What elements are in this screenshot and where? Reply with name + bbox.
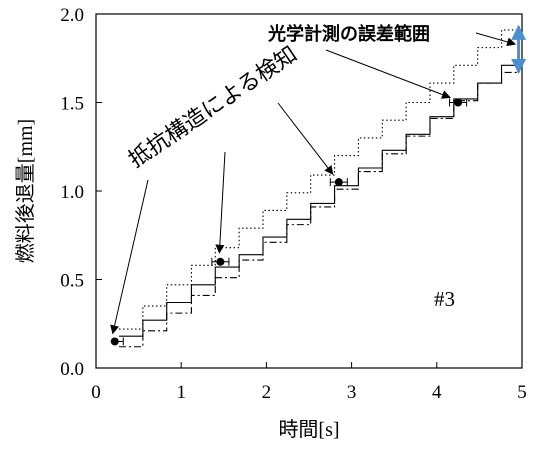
x-tick-label: 0 bbox=[91, 382, 101, 403]
x-tick-label: 5 bbox=[517, 382, 527, 403]
series-line-3 bbox=[119, 61, 520, 348]
y-tick-label: 0.0 bbox=[60, 359, 84, 380]
detection-point-3 bbox=[334, 178, 343, 187]
y-tick-label: 2.0 bbox=[60, 5, 84, 26]
y-axis-label: 燃料後退量[mm] bbox=[14, 119, 37, 263]
x-tick-label: 2 bbox=[262, 382, 272, 403]
x-tick-label: 1 bbox=[176, 382, 186, 403]
series-line-1 bbox=[119, 49, 520, 337]
annotation-arrow bbox=[110, 179, 149, 335]
detection-point-2 bbox=[216, 257, 225, 266]
x-tick-label: 3 bbox=[347, 382, 357, 403]
annotation-arrow bbox=[215, 151, 226, 254]
x-axis-label: 時間[s] bbox=[278, 418, 339, 441]
y-tick-label: 1.5 bbox=[60, 94, 84, 115]
x-tick-label: 4 bbox=[432, 382, 442, 403]
axes: 0 1 2 3 4 5 0.0 0.5 1.0 1.5 2.0 bbox=[60, 5, 527, 403]
detection-point-1 bbox=[110, 337, 119, 346]
error-range-annotation-label: 光学計測の誤差範囲 bbox=[267, 23, 430, 44]
detection-point-4 bbox=[454, 98, 463, 107]
annotation-arrow bbox=[325, 49, 451, 99]
annotation-arrow bbox=[475, 32, 517, 47]
sample-id-label: #3 bbox=[434, 287, 455, 311]
annotations bbox=[110, 24, 527, 335]
y-tick-label: 0.5 bbox=[60, 271, 84, 292]
y-tick-label: 1.0 bbox=[60, 182, 84, 203]
plot-area bbox=[110, 29, 520, 348]
annotation-arrow bbox=[277, 102, 334, 175]
